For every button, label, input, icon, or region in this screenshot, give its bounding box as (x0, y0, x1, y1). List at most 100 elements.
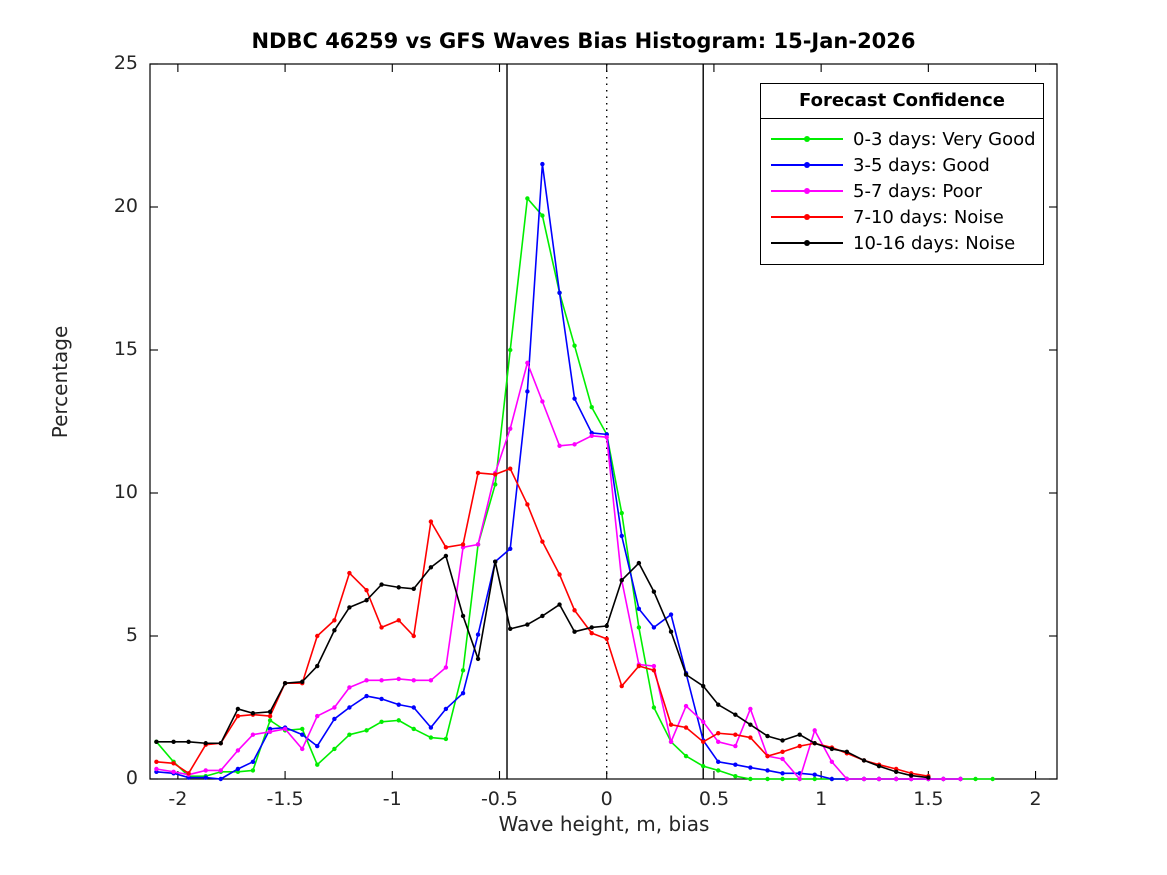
data-point (171, 739, 176, 745)
legend: Forecast Confidence 0-3 days: Very Good 3… (760, 83, 1044, 265)
data-point (589, 625, 594, 630)
data-point (765, 768, 770, 773)
data-point (379, 696, 384, 702)
data-point (683, 672, 689, 677)
data-point (589, 433, 594, 438)
data-point (443, 736, 449, 742)
plot-frame (149, 63, 1058, 780)
x-tick-label: 2 (1029, 788, 1042, 810)
data-point (267, 718, 273, 723)
legend-swatch-icon (771, 236, 843, 250)
data-point (443, 665, 449, 670)
data-point (619, 510, 624, 516)
data-point (235, 766, 241, 772)
data-point (829, 776, 835, 782)
data-point (203, 741, 208, 746)
data-point (668, 612, 674, 617)
data-point (347, 732, 352, 737)
data-point (636, 606, 642, 612)
data-point (525, 502, 530, 507)
data-point (428, 519, 434, 524)
data-point (379, 582, 384, 587)
data-point (428, 725, 434, 730)
data-point (396, 718, 401, 723)
data-point (572, 442, 577, 447)
legend-swatch-icon (771, 210, 843, 224)
y-tick-label: 0 (125, 767, 138, 789)
data-point (636, 663, 642, 669)
x-tick-label: 0 (600, 788, 613, 810)
data-point (780, 776, 785, 782)
data-point (218, 776, 223, 782)
data-point (364, 588, 369, 593)
data-point (572, 343, 577, 348)
legend-item-label: 7-10 days: Noise (853, 206, 1004, 228)
data-point (250, 711, 256, 716)
legend-item-3[interactable]: 7-10 days: Noise (761, 204, 1043, 230)
y-axis-label: Percentage (48, 325, 72, 439)
data-point (300, 746, 305, 752)
data-point (701, 719, 706, 724)
data-point (428, 735, 434, 740)
data-point (282, 726, 288, 732)
legend-item-2[interactable]: 5-7 days: Poor (761, 178, 1043, 204)
data-point (876, 776, 882, 782)
series-2 (154, 360, 963, 782)
data-point (475, 470, 481, 476)
legend-item-1[interactable]: 3-5 days: Good (761, 152, 1043, 178)
data-point (379, 625, 384, 630)
data-point (364, 598, 369, 603)
page-title: NDBC 46259 vs GFS Waves Bias Histogram: … (251, 29, 916, 53)
legend-item-label: 10-16 days: Noise (853, 232, 1016, 254)
legend-item-0[interactable]: 0-3 days: Very Good (761, 126, 1043, 152)
data-point (396, 585, 401, 590)
data-point (235, 706, 241, 712)
data-point (683, 753, 689, 759)
data-point (651, 589, 657, 594)
data-point (619, 683, 624, 689)
data-point (540, 613, 545, 619)
y-tick-label: 5 (125, 624, 138, 646)
data-point (572, 629, 577, 634)
data-point (589, 405, 594, 410)
data-point (347, 705, 352, 710)
data-point (716, 768, 721, 773)
data-point (332, 716, 337, 722)
data-point (379, 719, 384, 724)
data-point (557, 290, 562, 295)
data-point (443, 553, 449, 559)
data-point (651, 705, 657, 710)
data-point (267, 709, 273, 714)
data-point (716, 739, 721, 745)
data-point (396, 618, 401, 623)
data-point (493, 559, 498, 564)
legend-item-4[interactable]: 10-16 days: Noise (761, 230, 1043, 256)
data-point (701, 763, 706, 769)
data-point (716, 759, 721, 765)
data-point (812, 776, 817, 782)
data-point (315, 713, 320, 719)
data-point (203, 768, 208, 773)
data-point (332, 705, 337, 710)
data-point (651, 625, 657, 630)
data-point (508, 347, 513, 353)
legend-swatch-icon (771, 184, 843, 198)
data-point (812, 728, 817, 733)
data-point (315, 633, 320, 639)
data-point (636, 560, 642, 566)
data-point (203, 775, 208, 780)
data-point (460, 691, 466, 696)
data-point (701, 739, 706, 745)
data-point (683, 725, 689, 730)
data-point (525, 360, 530, 366)
data-point (733, 732, 738, 737)
data-point (958, 776, 963, 782)
data-point (604, 636, 609, 642)
data-point (780, 771, 785, 776)
data-point (780, 756, 785, 762)
data-point (508, 426, 513, 431)
data-point (300, 726, 305, 732)
x-axis-label: Wave height, m, bias (498, 812, 710, 836)
data-point (493, 472, 498, 477)
